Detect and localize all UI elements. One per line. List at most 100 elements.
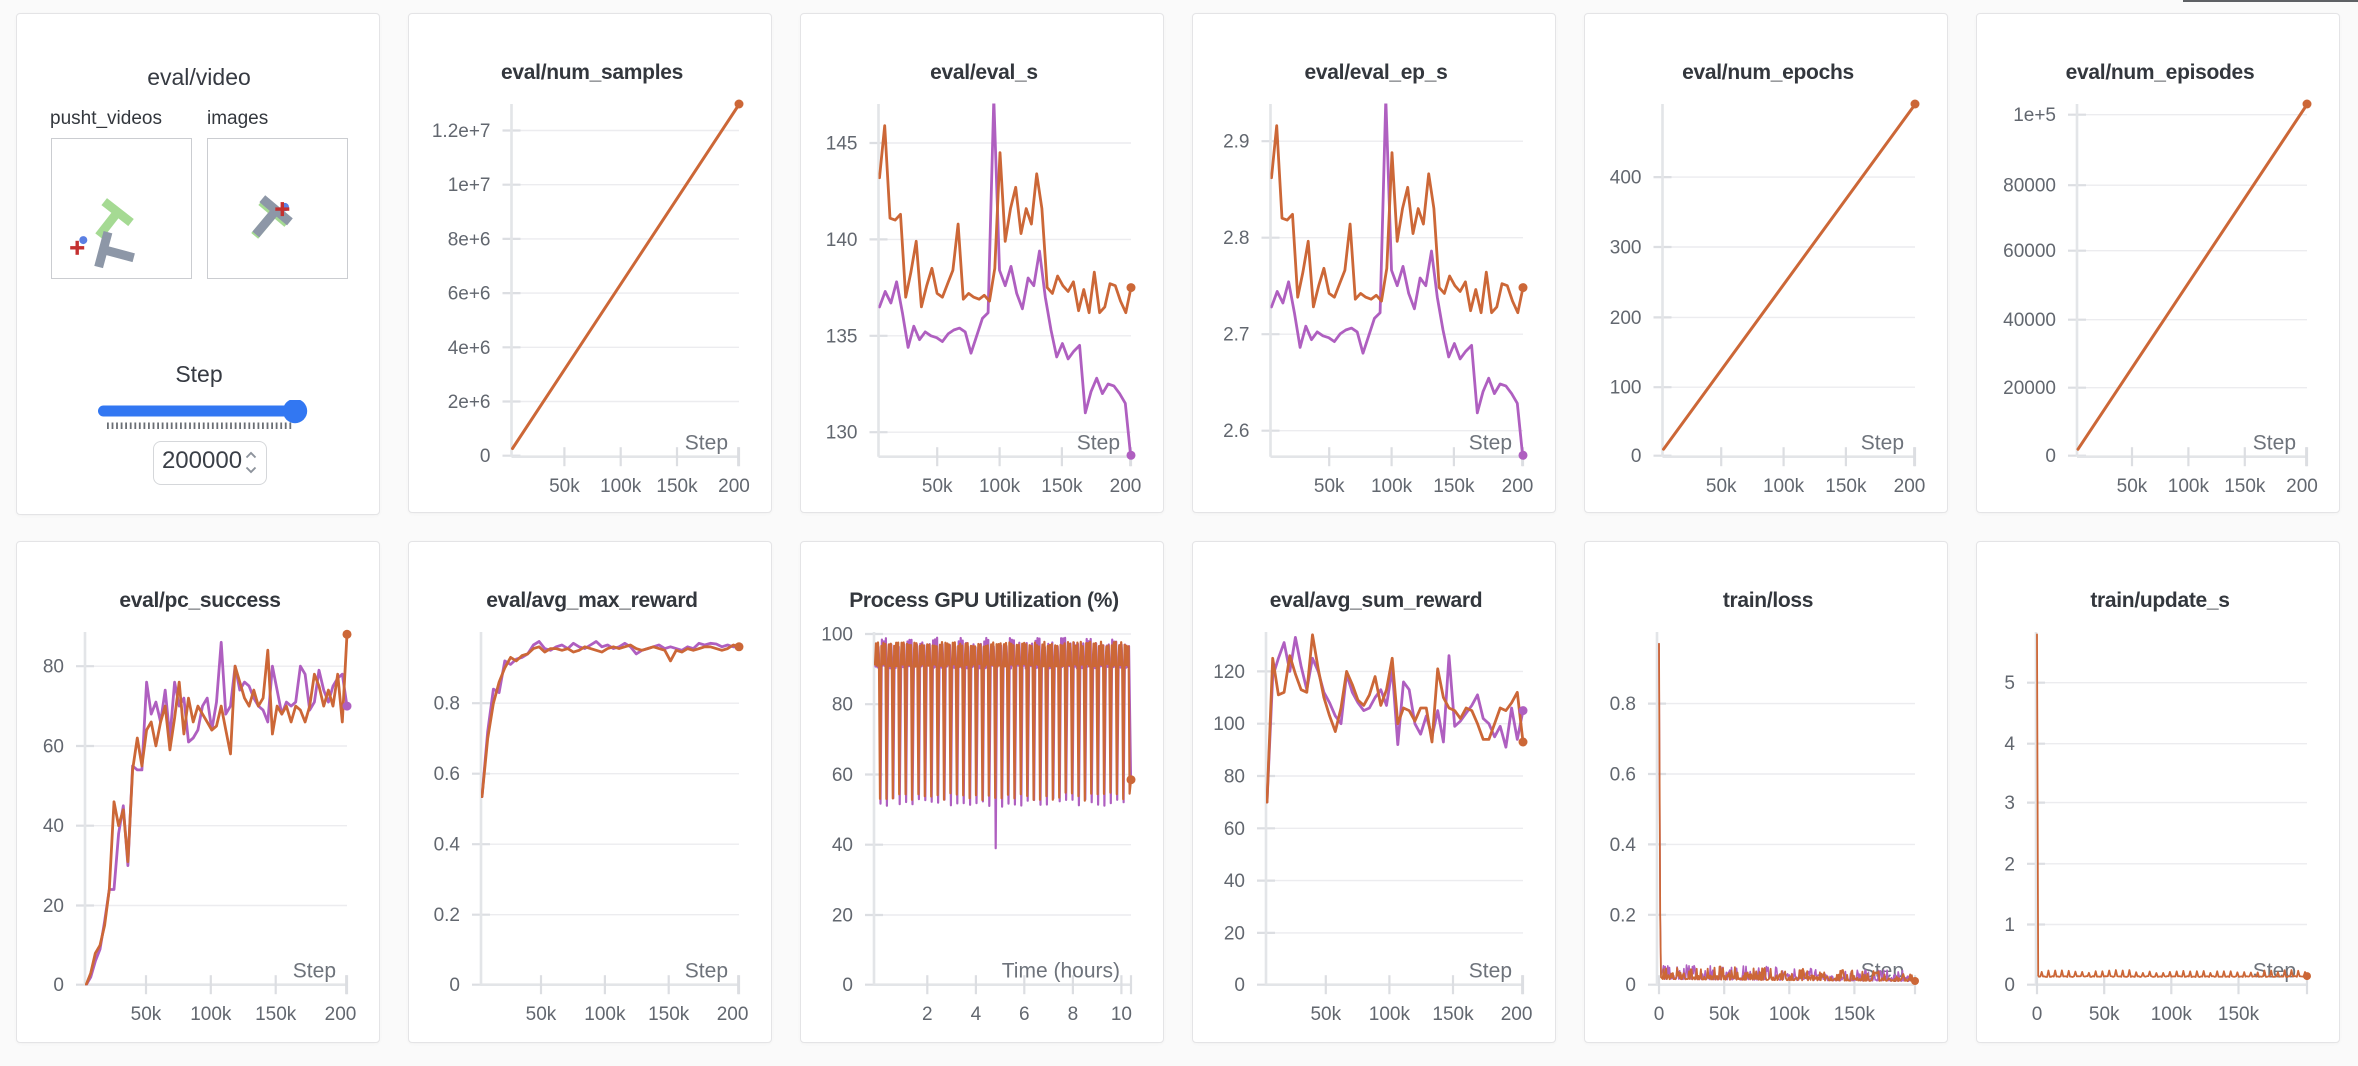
svg-text:10: 10: [1111, 1004, 1132, 1025]
svg-text:150k: 150k: [648, 1004, 690, 1025]
svg-text:20: 20: [1224, 923, 1245, 944]
svg-text:60000: 60000: [2003, 241, 2056, 262]
svg-text:Step: Step: [1469, 432, 1512, 455]
svg-text:eval/avg_max_reward: eval/avg_max_reward: [486, 589, 697, 612]
svg-text:50k: 50k: [526, 1004, 557, 1025]
svg-text:0.6: 0.6: [1610, 765, 1636, 786]
svg-text:50k: 50k: [1310, 1004, 1341, 1025]
svg-text:100: 100: [821, 625, 853, 646]
svg-text:4: 4: [971, 1004, 982, 1025]
svg-text:150k: 150k: [1041, 476, 1083, 497]
svg-text:100k: 100k: [1769, 1004, 1811, 1025]
svg-text:40000: 40000: [2003, 310, 2056, 331]
svg-text:0.4: 0.4: [434, 835, 461, 856]
svg-text:Step: Step: [2253, 432, 2296, 455]
svg-text:0: 0: [842, 975, 853, 996]
svg-text:50k: 50k: [2089, 1004, 2120, 1025]
svg-text:0.8: 0.8: [434, 694, 460, 715]
svg-text:20: 20: [43, 896, 64, 917]
svg-text:2.6: 2.6: [1223, 421, 1249, 442]
svg-text:8: 8: [1068, 1004, 1079, 1025]
svg-text:145: 145: [826, 134, 858, 155]
svg-text:0.6: 0.6: [434, 764, 460, 785]
svg-text:100k: 100k: [600, 476, 642, 497]
svg-text:Step: Step: [293, 960, 336, 983]
svg-text:6: 6: [1019, 1004, 1030, 1025]
svg-text:80: 80: [1224, 767, 1245, 788]
svg-text:140: 140: [826, 230, 858, 251]
svg-text:200: 200: [718, 476, 750, 497]
svg-text:Step: Step: [1077, 432, 1120, 455]
svg-text:60: 60: [832, 765, 853, 786]
svg-text:2e+6: 2e+6: [448, 392, 491, 413]
svg-text:eval/eval_ep_s: eval/eval_ep_s: [1305, 61, 1448, 84]
svg-text:40: 40: [1224, 871, 1245, 892]
svg-text:150k: 150k: [1433, 476, 1475, 497]
svg-text:6e+6: 6e+6: [448, 284, 491, 305]
svg-text:150k: 150k: [1825, 476, 1867, 497]
svg-text:3: 3: [2004, 793, 2015, 814]
svg-text:50k: 50k: [1706, 476, 1737, 497]
svg-text:200: 200: [1502, 476, 1534, 497]
svg-text:2: 2: [2004, 854, 2015, 875]
svg-text:100k: 100k: [2151, 1004, 2193, 1025]
svg-text:Process GPU Utilization (%): Process GPU Utilization (%): [849, 589, 1119, 612]
svg-text:150k: 150k: [2224, 476, 2266, 497]
svg-text:200: 200: [1894, 476, 1926, 497]
svg-text:20000: 20000: [2003, 378, 2056, 399]
svg-text:eval/num_samples: eval/num_samples: [501, 61, 683, 84]
svg-text:5: 5: [2004, 673, 2015, 694]
svg-text:Step: Step: [685, 960, 728, 983]
svg-text:eval/pc_success: eval/pc_success: [119, 589, 280, 612]
svg-text:0: 0: [480, 446, 491, 467]
svg-text:150k: 150k: [656, 476, 698, 497]
svg-text:50k: 50k: [1709, 1004, 1740, 1025]
svg-text:100k: 100k: [1369, 1004, 1411, 1025]
svg-text:50k: 50k: [131, 1004, 162, 1025]
svg-text:4e+6: 4e+6: [448, 338, 491, 359]
svg-text:eval/num_episodes: eval/num_episodes: [2066, 61, 2255, 84]
svg-text:2.8: 2.8: [1223, 228, 1249, 249]
svg-text:80: 80: [43, 657, 64, 678]
svg-text:0.2: 0.2: [1610, 905, 1636, 926]
svg-text:2: 2: [922, 1004, 933, 1025]
svg-text:0: 0: [2032, 1004, 2043, 1025]
svg-text:0: 0: [449, 975, 460, 996]
svg-text:4: 4: [2004, 734, 2015, 755]
svg-text:0: 0: [1625, 975, 1636, 996]
svg-text:train/update_s: train/update_s: [2090, 589, 2229, 612]
svg-text:2.9: 2.9: [1223, 132, 1249, 153]
svg-text:300: 300: [1610, 238, 1642, 259]
svg-text:0.8: 0.8: [1610, 694, 1636, 715]
svg-text:100k: 100k: [2168, 476, 2210, 497]
svg-text:0.4: 0.4: [1610, 835, 1637, 856]
svg-text:150k: 150k: [1432, 1004, 1474, 1025]
svg-text:20: 20: [832, 906, 853, 927]
svg-text:0: 0: [53, 975, 64, 996]
svg-text:50k: 50k: [1314, 476, 1345, 497]
svg-text:eval/avg_sum_reward: eval/avg_sum_reward: [1270, 589, 1483, 612]
svg-text:150k: 150k: [1834, 1004, 1876, 1025]
svg-text:0: 0: [2045, 446, 2056, 467]
svg-text:Step: Step: [1469, 960, 1512, 983]
svg-text:1.2e+7: 1.2e+7: [432, 121, 491, 142]
svg-text:200: 200: [1610, 308, 1642, 329]
svg-text:200: 200: [1110, 476, 1142, 497]
svg-text:eval/eval_s: eval/eval_s: [930, 61, 1038, 84]
svg-text:1e+5: 1e+5: [2013, 105, 2056, 126]
svg-text:0.2: 0.2: [434, 905, 460, 926]
svg-text:100k: 100k: [584, 1004, 626, 1025]
svg-text:0: 0: [1631, 446, 1642, 467]
svg-text:100k: 100k: [979, 476, 1021, 497]
svg-text:Step: Step: [685, 432, 728, 455]
svg-text:400: 400: [1610, 168, 1642, 189]
svg-text:50k: 50k: [549, 476, 580, 497]
svg-text:60: 60: [43, 737, 64, 758]
svg-text:200: 200: [1501, 1004, 1533, 1025]
svg-text:200: 200: [717, 1004, 749, 1025]
svg-text:Time (hours): Time (hours): [1002, 960, 1120, 983]
svg-text:100k: 100k: [1371, 476, 1413, 497]
svg-text:100k: 100k: [1763, 476, 1805, 497]
svg-text:100k: 100k: [190, 1004, 232, 1025]
svg-text:150k: 150k: [2218, 1004, 2260, 1025]
